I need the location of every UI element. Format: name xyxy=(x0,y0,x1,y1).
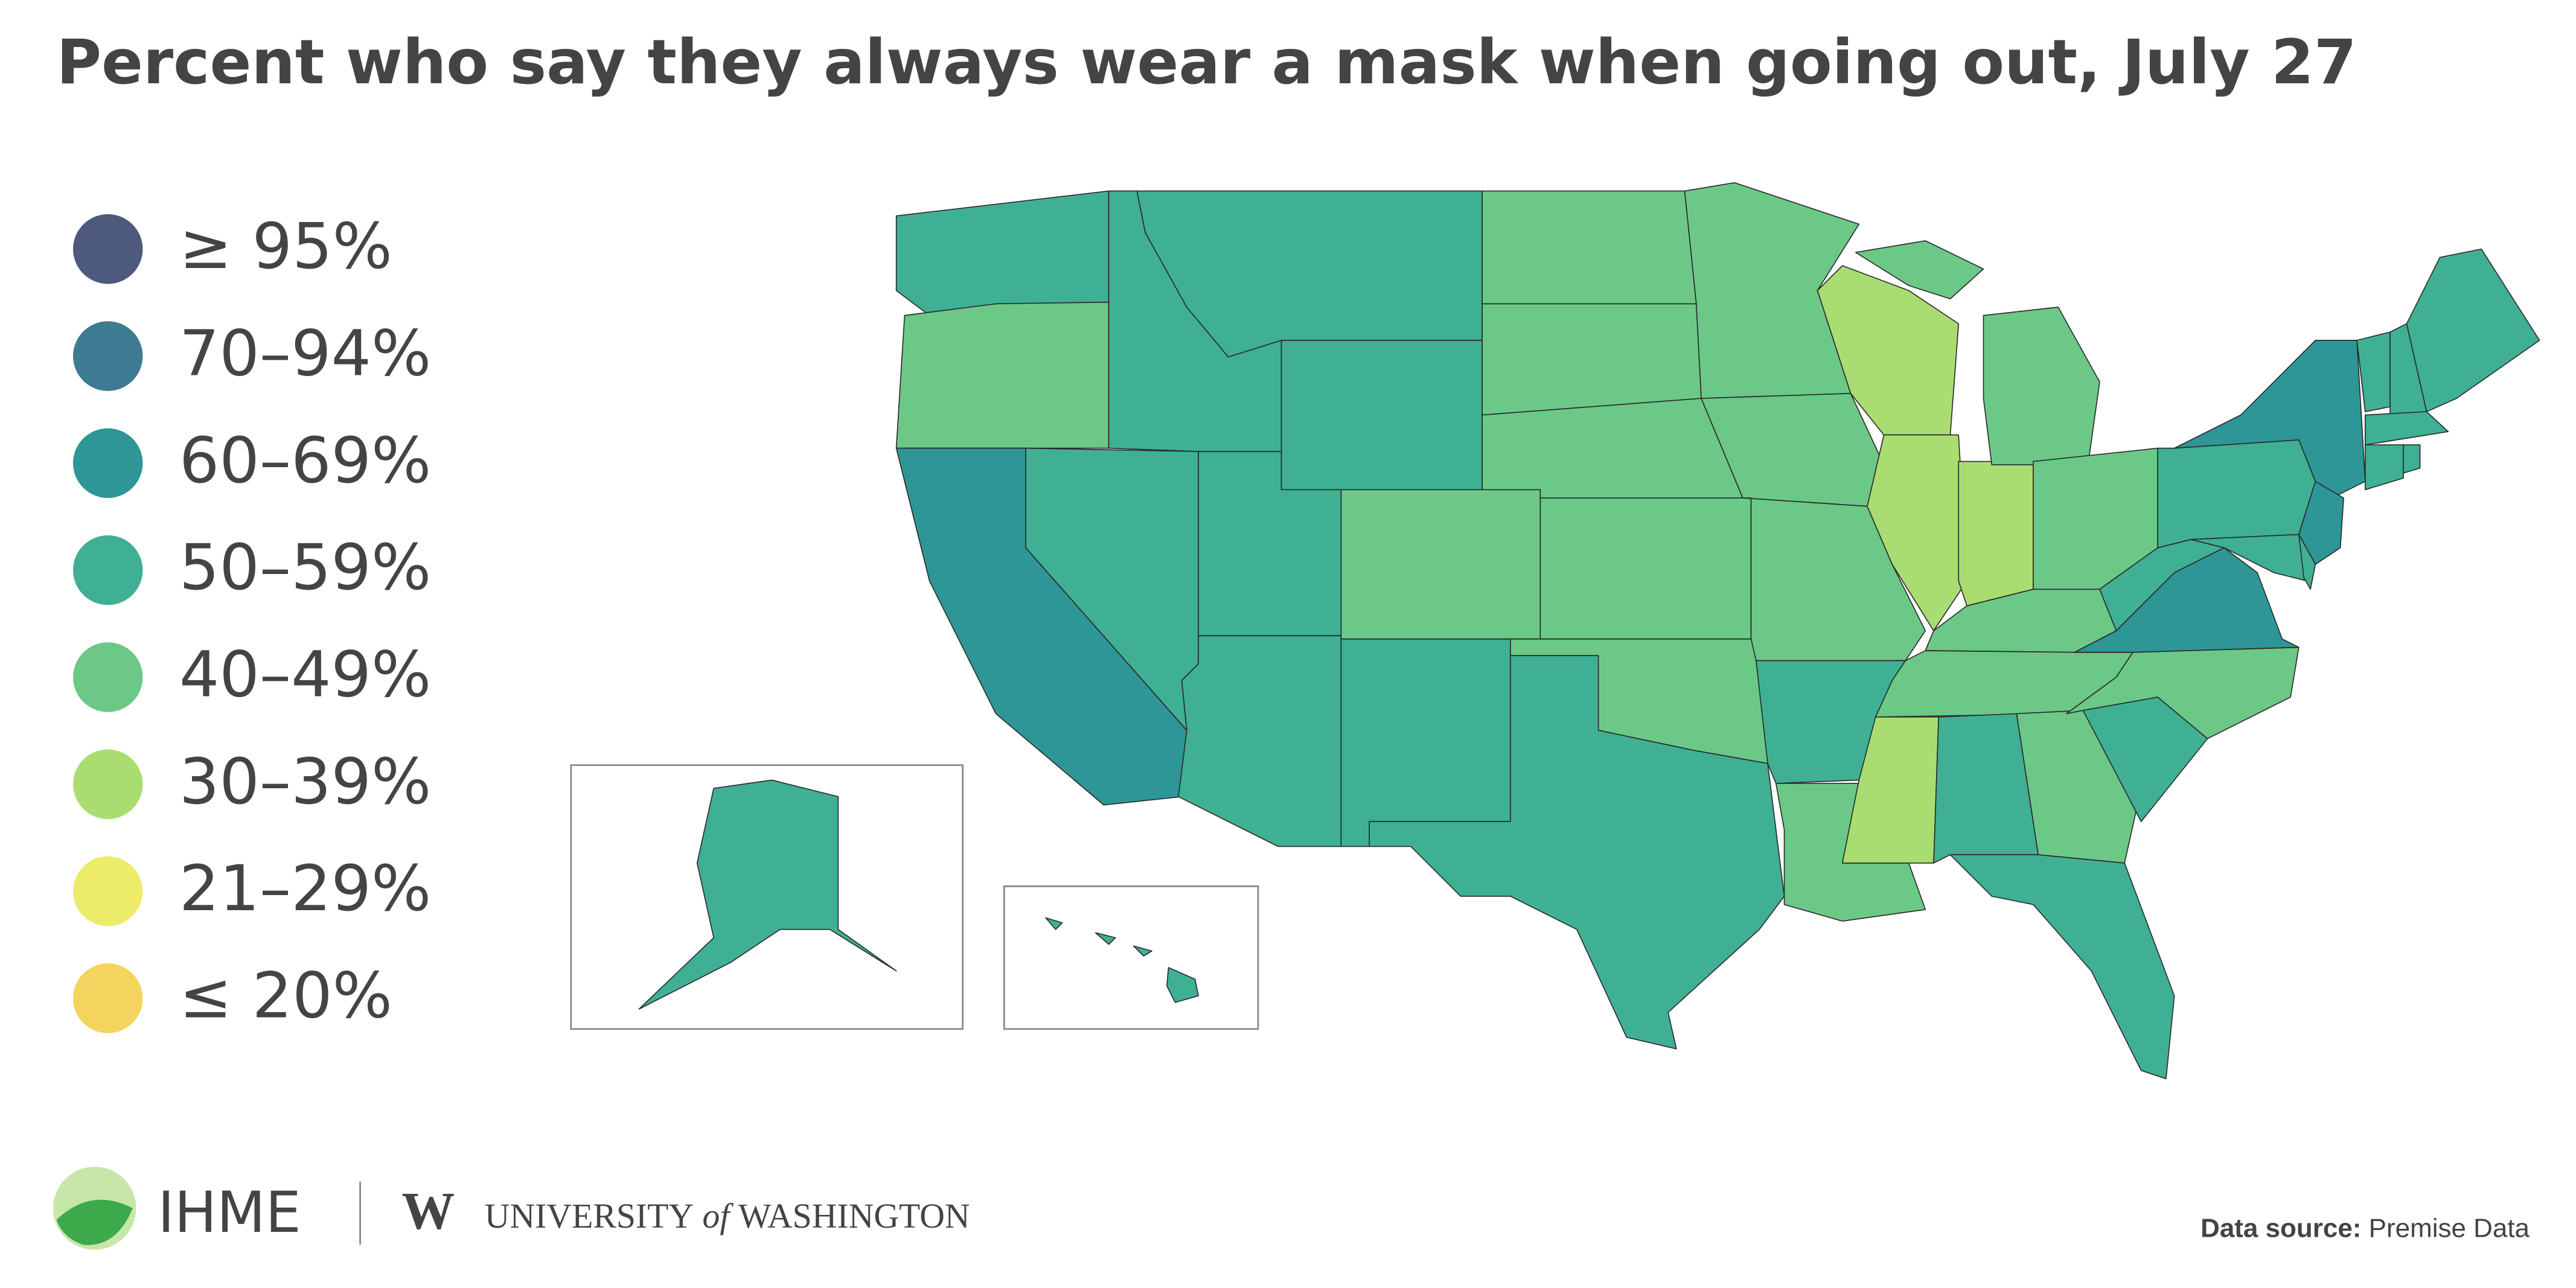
state xyxy=(1280,340,1483,491)
state xyxy=(2157,439,2316,549)
uw-logo: W xyxy=(401,1182,455,1241)
legend-swatch xyxy=(72,856,143,926)
legend-label: 30–39% xyxy=(179,745,431,818)
source-name: Premise Data xyxy=(2369,1213,2530,1243)
logo-leaf xyxy=(56,1199,133,1245)
legend-label: 70–94% xyxy=(179,317,431,391)
legend-swatch xyxy=(72,642,143,712)
legend-swatch xyxy=(72,535,143,605)
state xyxy=(2298,534,2316,590)
state xyxy=(1949,854,2175,1080)
states xyxy=(638,182,2540,1080)
footer: IHME W UNIVERSITY of WASHINGTON Data sou… xyxy=(53,1167,2530,1250)
university-word: WASHINGTON xyxy=(738,1197,970,1235)
state xyxy=(1369,655,1785,1050)
state xyxy=(1481,398,1743,499)
state xyxy=(1841,716,1940,864)
state xyxy=(1817,265,1960,436)
legend: ≥ 95% 70–94% 60–69% 50–59% 40–49% 30–39% 21–29… xyxy=(72,209,431,1033)
state xyxy=(2298,480,2344,565)
legend-label: 40–49% xyxy=(179,638,431,712)
state xyxy=(2066,646,2300,739)
org-name: IHME xyxy=(158,1180,301,1246)
legend-label: 60–69% xyxy=(179,424,431,497)
state xyxy=(1340,489,1541,640)
university-name: UNIVERSITY of WASHINGTON xyxy=(485,1197,970,1235)
hawaii-inset xyxy=(1003,885,1259,1030)
data-source: Data source: Premise Data xyxy=(2200,1213,2530,1243)
title: Percent who say they always wear a mask … xyxy=(56,27,2356,98)
legend-swatch xyxy=(72,214,143,284)
state xyxy=(1481,190,1697,305)
state xyxy=(638,779,1199,1010)
alaska-inset xyxy=(570,764,964,1030)
legend-swatch xyxy=(72,428,143,499)
state xyxy=(2190,534,2308,582)
state xyxy=(1539,497,1752,640)
university-word: UNIVERSITY xyxy=(485,1197,694,1235)
legend-swatch xyxy=(72,749,143,820)
state xyxy=(2403,444,2421,474)
legend-swatch xyxy=(72,963,143,1033)
legend-label: 21–29% xyxy=(179,852,431,925)
legend-label: 50–59% xyxy=(179,531,431,604)
university-word: of xyxy=(703,1197,734,1235)
legend-swatch xyxy=(72,321,143,391)
legend-label: ≤ 20% xyxy=(179,959,392,1033)
state xyxy=(1340,638,1511,847)
state xyxy=(895,301,1110,449)
state xyxy=(2365,411,2449,445)
source-label: Data source: xyxy=(2200,1213,2361,1243)
state xyxy=(2365,444,2404,491)
state xyxy=(1958,461,2034,607)
legend-label: ≥ 95% xyxy=(179,209,392,283)
state xyxy=(1481,303,1702,416)
